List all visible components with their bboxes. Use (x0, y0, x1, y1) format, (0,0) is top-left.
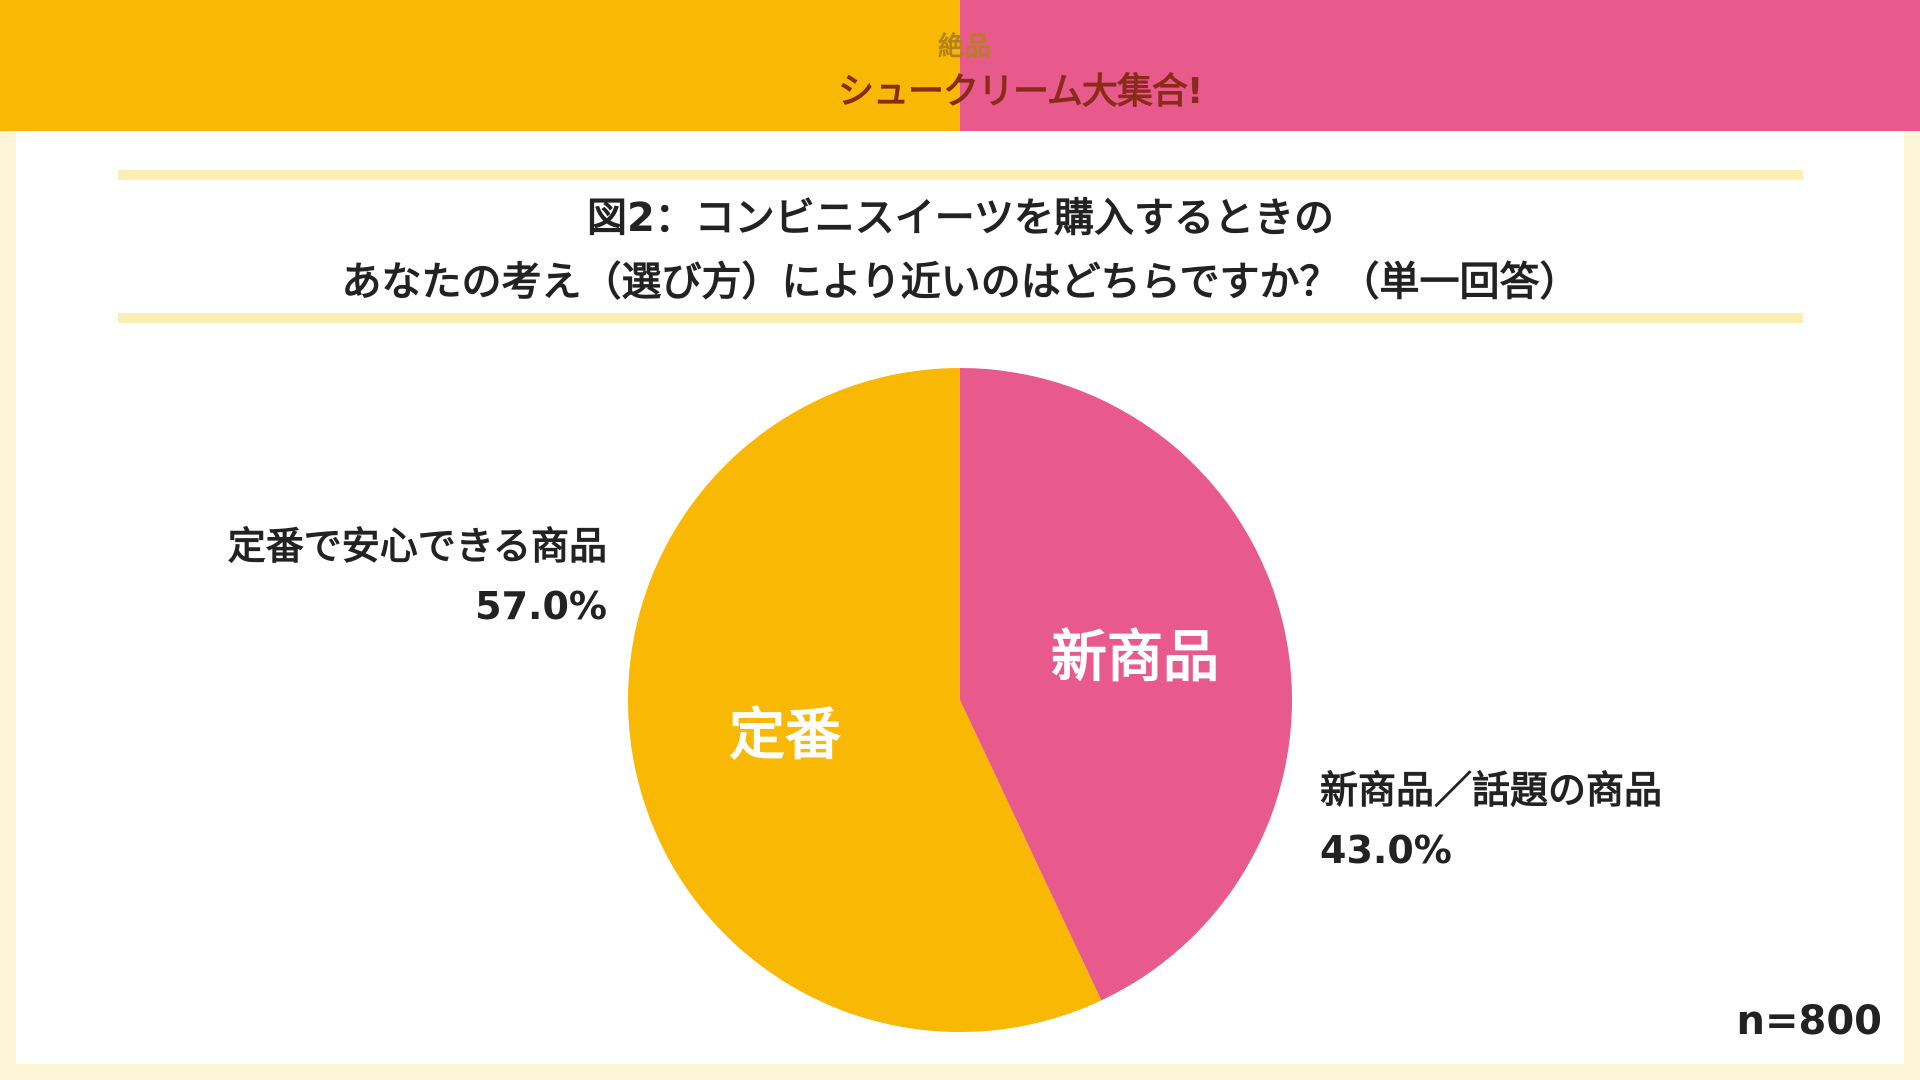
pie-slice-teiban (627, 368, 1102, 1033)
callout-new-value: 43.0% (1320, 828, 1452, 872)
callout-new-name: 新商品／話題の商品 (1320, 768, 1663, 812)
callout-teiban-value: 57.0% (475, 584, 607, 628)
header-right-band (960, 0, 1920, 131)
pie-label-new: 新商品 (1051, 625, 1219, 690)
chart-title-line1: 図2：コンビニスイーツを購入するときの (586, 195, 1335, 241)
callout-teiban-name: 定番で安心できる商品 (227, 524, 607, 568)
callout-new: 新商品／話題の商品 43.0% (1320, 760, 1662, 880)
event-logo: 絶品 シュークリーム大集合! (838, 26, 1203, 112)
header-banner: 絶品 シュークリーム大集合! (0, 0, 1920, 131)
logo-main-text: シュークリーム大集合! (838, 71, 1203, 112)
logo-small-text: 絶品 (938, 32, 993, 62)
pie-label-teiban: 定番 (729, 703, 842, 768)
pie-slice-new (960, 368, 1292, 1001)
chart-title-line2: あなたの考え（選び方）により近いのはどちらですか？（単一回答） (341, 259, 1580, 305)
chart-title: 図2：コンビニスイーツを購入するときの あなたの考え（選び方）により近いのはどち… (118, 186, 1803, 314)
header-left-band (0, 0, 960, 131)
title-bottom-band (118, 313, 1803, 323)
sample-size: n=800 (1736, 998, 1883, 1044)
title-top-band (118, 170, 1803, 180)
callout-teiban: 定番で安心できる商品 57.0% (228, 516, 607, 636)
